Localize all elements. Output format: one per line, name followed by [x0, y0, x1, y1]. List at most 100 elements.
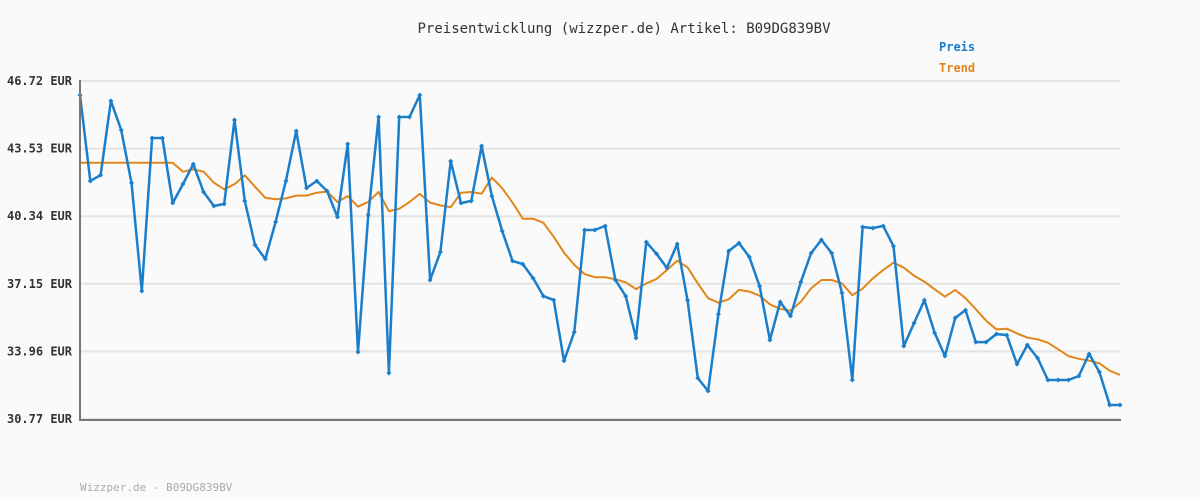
data-point-preis [211, 203, 217, 209]
data-point-preis [427, 277, 433, 283]
data-point-preis [777, 299, 783, 305]
data-point-preis [705, 388, 711, 394]
data-point-preis [736, 240, 742, 246]
data-point-preis [324, 188, 330, 194]
data-point-preis [386, 370, 392, 376]
data-point-preis [1024, 342, 1030, 348]
legend-entry-trend: Trend [939, 61, 975, 75]
data-point-preis [98, 172, 104, 178]
data-point-preis [252, 242, 258, 248]
data-point-preis [623, 293, 629, 299]
data-point-preis [262, 256, 268, 262]
data-point-preis [448, 158, 454, 164]
data-point-preis [890, 243, 896, 249]
data-point-preis [1096, 369, 1102, 375]
data-point-preis [612, 277, 618, 283]
legend-entry-preis: Preis [939, 40, 975, 54]
data-point-preis [345, 141, 351, 147]
data-point-preis [417, 92, 423, 98]
y-tick-label: 40.34 EUR [7, 209, 73, 223]
data-point-preis [509, 258, 515, 264]
data-point-preis [1086, 351, 1092, 357]
data-point-preis [818, 237, 824, 243]
data-point-preis [170, 200, 176, 206]
data-point-preis [1035, 355, 1041, 361]
data-point-preis [942, 353, 948, 359]
data-point-preis [715, 311, 721, 317]
data-point-preis [1004, 332, 1010, 338]
data-point-preis [983, 339, 989, 345]
data-point-preis [695, 375, 701, 381]
data-point-preis [304, 185, 310, 191]
data-point-preis [520, 261, 526, 267]
data-point-preis [808, 250, 814, 256]
data-point-preis [118, 127, 124, 133]
data-point-preis [1045, 377, 1051, 383]
data-point-preis [860, 224, 866, 230]
data-point-preis [571, 329, 577, 335]
data-point-preis [664, 265, 670, 271]
data-point-preis [932, 330, 938, 336]
y-tick-label: 33.96 EUR [7, 344, 73, 358]
data-point-preis [530, 275, 536, 281]
data-point-preis [849, 377, 855, 383]
legend: Preis Trend [939, 40, 975, 75]
data-point-preis [458, 200, 464, 206]
data-point-preis [334, 214, 340, 220]
data-point-preis [1014, 361, 1020, 367]
data-point-preis [870, 225, 876, 231]
data-point-preis [561, 358, 567, 364]
data-point-preis [293, 128, 299, 134]
data-point-preis [582, 227, 588, 233]
data-point-preis [1076, 373, 1082, 379]
data-point-preis [551, 297, 557, 303]
data-point-preis [407, 114, 413, 120]
series-line-trend [80, 161, 1121, 376]
data-point-preis [767, 337, 773, 343]
y-tick-label: 37.15 EUR [7, 277, 73, 291]
data-point-preis [674, 241, 680, 247]
data-point-preis [180, 181, 186, 187]
data-point-preis [973, 339, 979, 345]
data-point-preis [654, 251, 660, 257]
y-axis-ticks: 46.72 EUR 43.53 EUR 40.34 EUR 37.15 EUR 33.9… [7, 74, 73, 426]
data-point-preis [633, 335, 639, 341]
data-point-preis [1055, 377, 1061, 383]
data-point-preis [479, 143, 485, 149]
series-group [77, 92, 1123, 408]
data-point-preis [396, 114, 402, 120]
data-point-preis [592, 227, 598, 233]
data-point-preis [489, 193, 495, 199]
data-point-preis [746, 254, 752, 260]
y-tick-label: 30.77 EUR [7, 412, 73, 426]
data-point-preis [993, 331, 999, 337]
data-point-preis [952, 315, 958, 321]
footer-credit: Wizzper.de - B09DG839BV [80, 481, 233, 494]
data-point-preis [1117, 402, 1123, 408]
data-point-preis [190, 161, 196, 167]
data-point-preis [231, 117, 237, 123]
data-point-preis [921, 297, 927, 303]
data-point-preis [829, 250, 835, 256]
data-point-preis [437, 249, 443, 255]
data-point-preis [787, 313, 793, 319]
data-point-preis [159, 135, 165, 141]
data-point-preis [87, 178, 93, 184]
data-point-preis [643, 239, 649, 245]
y-tick-label: 43.53 EUR [7, 142, 73, 156]
series-line-preis [78, 93, 1120, 407]
data-point-preis [798, 279, 804, 285]
data-point-preis [901, 343, 907, 349]
data-point-preis [726, 248, 732, 254]
data-point-preis [880, 223, 886, 229]
data-point-preis [283, 178, 289, 184]
data-point-preis [911, 320, 917, 326]
data-point-preis [602, 223, 608, 229]
data-point-preis [273, 219, 279, 225]
data-point-preis [365, 212, 371, 218]
data-point-preis [468, 198, 474, 204]
data-point-preis [201, 189, 207, 195]
chart-title: Preisentwicklung (wizzper.de) Artikel: B… [417, 21, 831, 37]
